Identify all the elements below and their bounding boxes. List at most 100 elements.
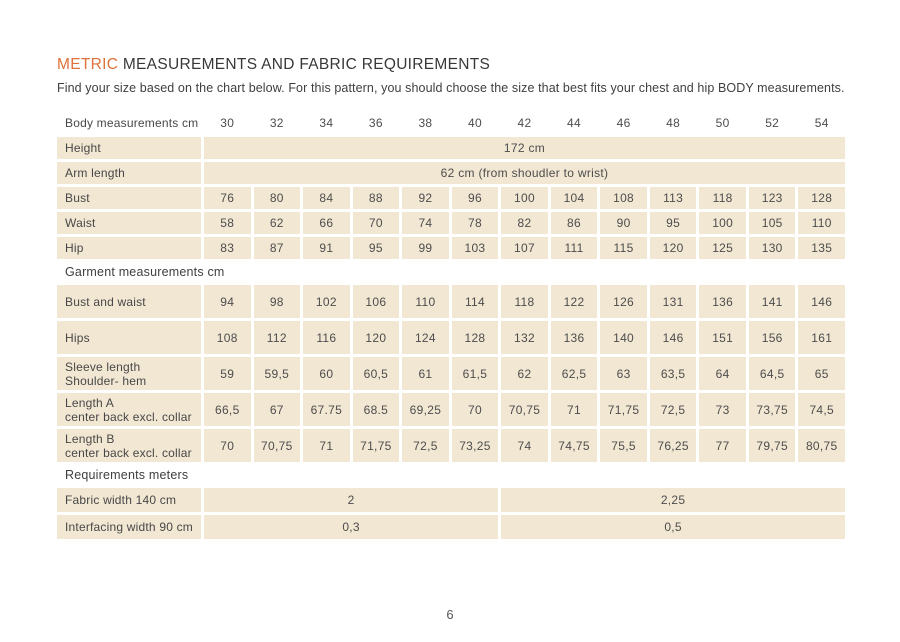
table-cell: 74 [501,429,548,462]
table-cell: 118 [699,187,746,209]
row-label: Hips [57,321,201,354]
split-left-cell: 0,3 [204,515,499,539]
size-header-cell: 50 [715,116,730,130]
table-cell: 116 [303,321,350,354]
table-cell: 110 [402,285,449,318]
span-value-cell: 172 cm [204,137,845,159]
table-cell: 71,75 [600,393,647,426]
size-header-cell: 54 [814,116,829,130]
row-label-line: Arm length [65,166,126,180]
span-value-cell: 62 cm (from shoudler to wrist) [204,162,845,184]
table-cell: 60 [303,357,350,390]
table-cell: 63,5 [649,357,697,390]
table-cell: 102 [303,285,350,318]
table-cell: 111 [550,237,598,259]
row-label-line: Shoulder- hem [65,373,147,388]
table-cell: 64,5 [748,357,796,390]
table-cell: 136 [699,285,746,318]
table-cell: 140 [600,321,647,354]
table-cell: 71 [303,429,350,462]
table-cell: 61 [402,357,449,390]
table-cell: 100 [501,187,548,209]
size-table: Body measurements cm 30 32 34 36 38 40 42 44 46 48… [57,112,845,539]
table-cell: 106 [352,285,400,318]
page-title: METRIC MEASUREMENTS AND FABRIC REQUIREME… [57,56,845,74]
table-cell: 146 [649,321,697,354]
title-accent: METRIC [57,56,119,73]
size-header-cell: 52 [765,116,780,130]
table-cell: 132 [501,321,548,354]
section-row: Garment measurements cm [57,262,845,282]
row-label-line: Waist [65,216,96,230]
table-cell: 61,5 [451,357,499,390]
row-label: Arm length [57,162,201,184]
table-cell: 66,5 [204,393,251,426]
table-cell: 78 [451,212,499,234]
table-cell: 128 [451,321,499,354]
table-cell: 110 [798,212,845,234]
table-cell: 82 [501,212,548,234]
table-row: Waist 58 62 66 70 74 78 82 86 90 95 100 105 110 [57,212,845,234]
table-cell: 156 [748,321,796,354]
table-cell: 70 [451,393,499,426]
split-right-cell: 2,25 [501,488,845,512]
table-cell: 66 [303,212,350,234]
table-cell: 112 [253,321,301,354]
table-cell: 76,25 [649,429,697,462]
table-cell: 80,75 [798,429,845,462]
table-cell: 59,5 [253,357,301,390]
table-cell: 146 [798,285,845,318]
row-label-line: Interfacing width 90 cm [65,520,193,534]
table-cell: 64 [699,357,746,390]
size-header-cell: 34 [319,116,334,130]
row-label-line: Bust [65,191,90,205]
table-cell: 77 [699,429,746,462]
table-cell: 74,75 [550,429,598,462]
size-header-cell: 32 [269,116,284,130]
table-cell: 75,5 [600,429,647,462]
row-label-line: Hip [65,241,84,255]
table-cell: 72,5 [649,393,697,426]
table-cell: 95 [649,212,697,234]
header-label: Body measurements cm [65,116,199,130]
table-cell: 86 [550,212,598,234]
table-cell: 108 [204,321,251,354]
table-row: Height 172 cm [57,137,845,159]
table-cell: 67.75 [303,393,350,426]
size-header-cell: 48 [666,116,681,130]
table-cell: 72,5 [402,429,449,462]
table-cell: 70,75 [501,393,548,426]
table-cell: 151 [699,321,746,354]
table-row: Interfacing width 90 cm 0,3 0,5 [57,515,845,539]
table-cell: 62 [253,212,301,234]
table-header-row: Body measurements cm 30 32 34 36 38 40 42 44 46 48… [57,112,845,134]
table-cell: 124 [402,321,449,354]
table-cell: 60,5 [352,357,400,390]
table-cell: 70 [204,429,251,462]
table-cell: 67 [253,393,301,426]
table-cell: 98 [253,285,301,318]
table-cell: 70,75 [253,429,301,462]
row-label: Hip [57,237,201,259]
size-header-cell: 44 [567,116,581,130]
table-cell: 114 [451,285,499,318]
table-cell: 128 [798,187,845,209]
row-label: Sleeve length Shoulder- hem [57,357,201,390]
row-label-line: Length B [65,431,115,446]
table-cell: 87 [253,237,301,259]
row-label-line: Fabric width 140 cm [65,493,177,507]
table-cell: 99 [402,237,449,259]
row-label-line: Height [65,141,101,155]
section-row: Requirements meters [57,465,845,485]
table-cell: 96 [451,187,499,209]
table-cell: 135 [798,237,845,259]
table-cell: 63 [600,357,647,390]
table-row: Fabric width 140 cm 2 2,25 [57,488,845,512]
table-cell: 73,25 [451,429,499,462]
table-cell: 131 [649,285,697,318]
size-header-cell: 36 [368,116,383,130]
table-cell: 92 [402,187,449,209]
